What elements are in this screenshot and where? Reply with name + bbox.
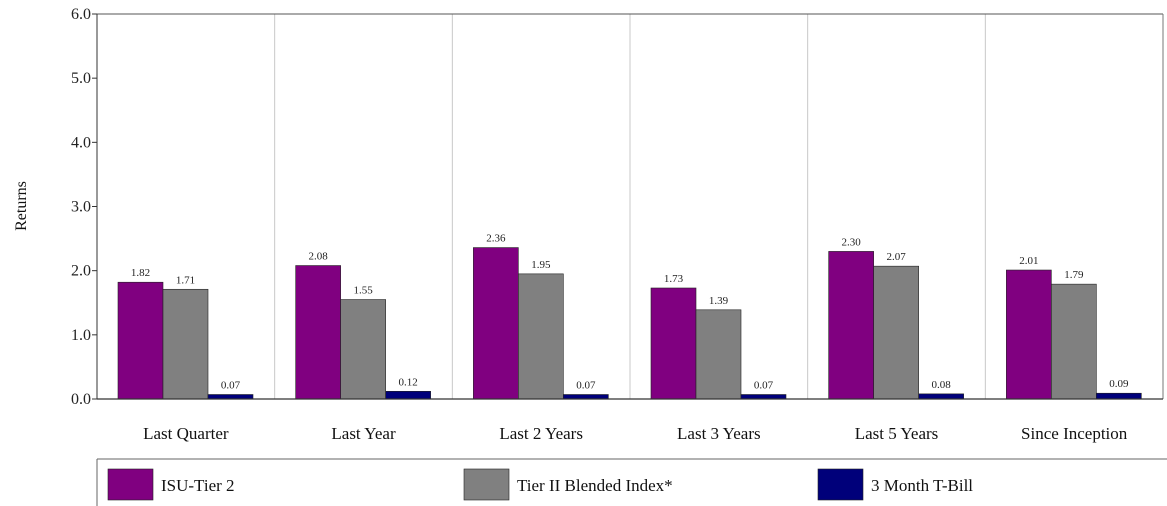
y-tick-label: 3.0 xyxy=(71,199,91,216)
y-tick-label: 2.0 xyxy=(71,263,91,280)
x-tick-label: Last Year xyxy=(331,424,396,443)
bar xyxy=(918,393,964,400)
bar xyxy=(1096,392,1142,400)
bar-value-label: 2.08 xyxy=(309,251,329,263)
bar-value-label: 2.01 xyxy=(1019,255,1038,267)
x-tick-label: Last 2 Years xyxy=(499,424,583,443)
bar-value-label: 2.36 xyxy=(486,233,506,245)
y-tick-label: 0.0 xyxy=(71,391,91,408)
y-tick-label: 6.0 xyxy=(71,6,91,23)
plot-area xyxy=(97,13,1164,399)
bar xyxy=(207,394,254,400)
bar-value-label: 1.55 xyxy=(354,285,374,297)
bar xyxy=(1006,269,1052,400)
bar xyxy=(518,273,564,400)
y-tick-label: 4.0 xyxy=(71,134,91,151)
x-tick-label: Last 3 Years xyxy=(677,424,761,443)
bar-value-label: 0.08 xyxy=(932,379,952,391)
legend: ISU-Tier 2 Tier II Blended Index* 3 Month … xyxy=(96,458,1167,506)
bar-value-label: 1.95 xyxy=(531,259,551,271)
bar-value-label: 0.09 xyxy=(1109,378,1129,390)
bar xyxy=(340,299,386,400)
legend-entry-label: 3 Month T-Bill xyxy=(871,476,973,495)
bar xyxy=(1051,283,1097,400)
bar xyxy=(162,288,209,400)
bar-value-label: 0.07 xyxy=(221,380,241,392)
bar xyxy=(117,281,164,400)
bar xyxy=(385,390,431,400)
y-axis-title: Returns xyxy=(13,181,30,231)
legend-entry-label: Tier II Blended Index* xyxy=(517,476,673,495)
bar-value-label: 0.07 xyxy=(754,380,774,392)
legend-swatch xyxy=(817,468,864,501)
bar xyxy=(695,309,742,400)
legend-swatch xyxy=(463,468,510,501)
bar-value-label: 2.07 xyxy=(887,251,907,263)
x-tick-label: Last Quarter xyxy=(143,424,229,443)
bar xyxy=(473,247,519,400)
bar-value-label: 1.73 xyxy=(664,273,684,285)
x-tick-label: Since Inception xyxy=(1021,424,1128,443)
bar-value-label: 1.82 xyxy=(131,267,150,279)
bar xyxy=(740,394,787,400)
bar xyxy=(295,265,341,400)
x-tick-label: Last 5 Years xyxy=(855,424,939,443)
bar-value-label: 1.79 xyxy=(1064,269,1084,281)
bar-value-label: 1.71 xyxy=(176,274,195,286)
bar-value-label: 1.39 xyxy=(709,295,729,307)
bar xyxy=(873,265,919,400)
bar xyxy=(563,394,609,400)
bar xyxy=(650,287,697,400)
bar xyxy=(828,251,874,400)
legend-swatch xyxy=(107,468,154,501)
bars: 1.82 1.71 0.07 2.08 1.55 0.12 2.36 1.95 0.07 1.73… xyxy=(117,233,1142,400)
bar-value-label: 2.30 xyxy=(842,236,862,248)
y-tick-label: 1.0 xyxy=(71,327,91,344)
x-axis: Last Quarter Last Year Last 2 Years Last 3 … xyxy=(97,398,1163,443)
y-tick-label: 5.0 xyxy=(71,70,91,87)
bar-value-label: 0.07 xyxy=(576,380,596,392)
y-axis: 0.0 1.0 2.0 3.0 4.0 5.0 6.0 xyxy=(71,6,98,408)
bar-value-label: 0.12 xyxy=(399,376,418,388)
legend-entry-label: ISU-Tier 2 xyxy=(161,476,235,495)
